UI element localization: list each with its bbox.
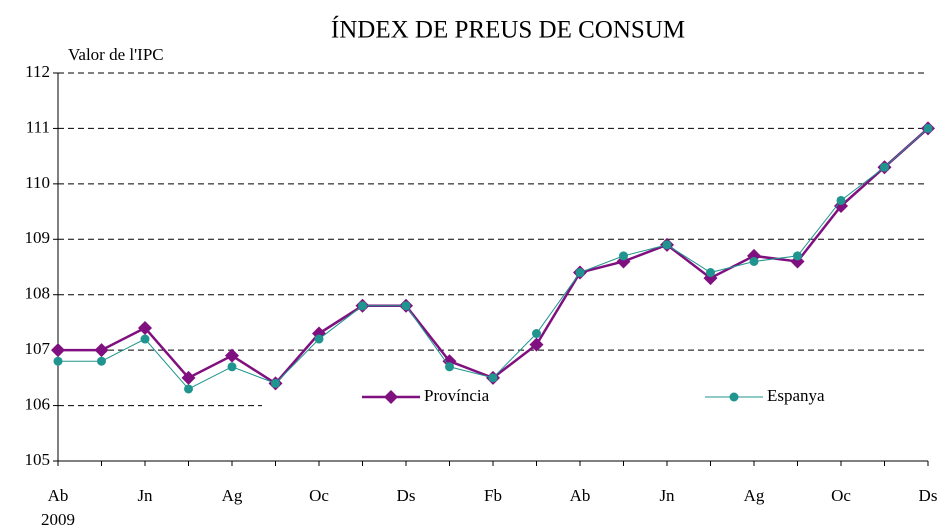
y-axis-label: Valor de l'IPC: [68, 45, 164, 64]
point: [880, 162, 889, 172]
legend-marker: [729, 392, 739, 402]
x-tick-label: Fb: [484, 486, 502, 505]
point: [488, 373, 498, 383]
x-tick-label: Ab: [570, 486, 591, 505]
point: [662, 240, 672, 250]
point: [53, 356, 63, 366]
point: [184, 384, 193, 394]
x-tick-label: Ab: [48, 486, 69, 505]
x-tick-label: Ds: [919, 486, 938, 505]
point: [138, 320, 152, 335]
point: [575, 268, 585, 278]
year-label: 2009: [41, 510, 75, 528]
point: [619, 251, 628, 261]
legend-marker: [384, 390, 398, 404]
point: [225, 348, 239, 363]
x-tick-label: Oc: [831, 486, 851, 505]
y-tick-label: 106: [25, 394, 51, 413]
point: [923, 123, 933, 133]
point: [793, 251, 802, 261]
x-tick-label: Ag: [744, 486, 765, 505]
legend-label: Província: [424, 386, 490, 405]
point: [51, 343, 65, 358]
y-tick-label: 107: [25, 339, 51, 358]
legend-label: Espanya: [767, 386, 825, 405]
y-tick-label: 105: [25, 450, 51, 469]
point: [94, 343, 109, 358]
x-tick-label: Jn: [137, 486, 153, 505]
x-tick-label: Ds: [397, 486, 416, 505]
y-tick-label: 111: [26, 117, 50, 136]
point: [749, 256, 759, 266]
y-tick-label: 110: [25, 173, 50, 192]
point: [358, 301, 367, 311]
point: [227, 362, 237, 372]
point: [181, 370, 196, 385]
x-tick-label: Jn: [659, 486, 675, 505]
x-tick-label: Ag: [222, 486, 243, 505]
point: [97, 356, 106, 366]
point: [445, 362, 454, 372]
point: [314, 334, 324, 344]
point: [836, 195, 846, 205]
point: [529, 337, 544, 352]
point: [532, 329, 541, 339]
point: [706, 268, 715, 278]
point: [140, 334, 150, 344]
point: [271, 378, 280, 388]
y-tick-label: 112: [25, 62, 50, 81]
point: [401, 301, 411, 311]
x-tick-label: Oc: [309, 486, 329, 505]
y-tick-label: 109: [25, 228, 51, 247]
chart-title: ÍNDEX DE PREUS DE CONSUM: [331, 16, 685, 44]
y-tick-label: 108: [25, 284, 51, 303]
